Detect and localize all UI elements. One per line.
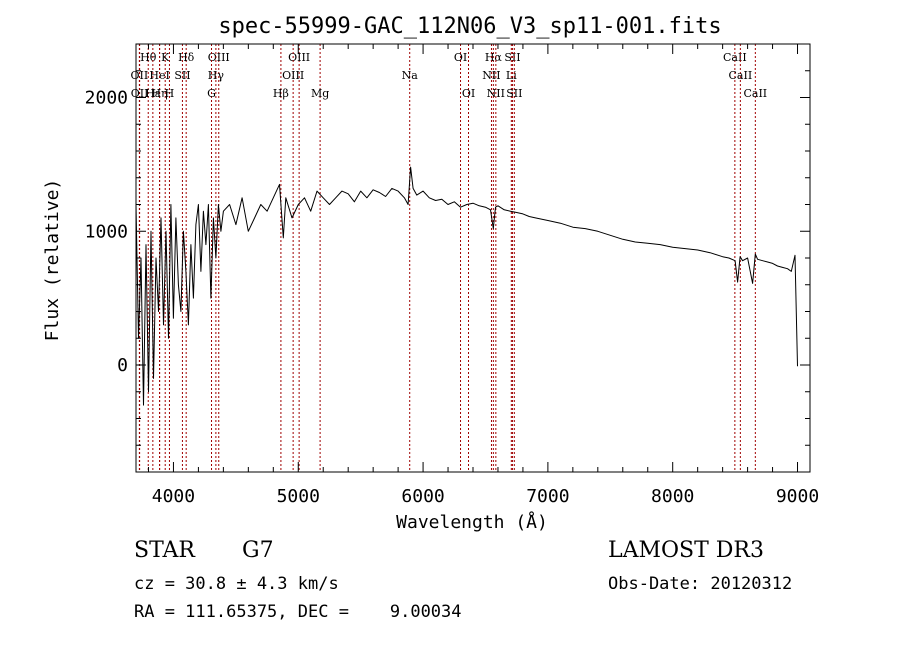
marker-label-20: Hη bbox=[151, 87, 167, 100]
y-axis: 0 1000 2000 bbox=[85, 43, 810, 446]
marker-label-15: NII bbox=[482, 69, 500, 82]
marker-label-12: Hγ bbox=[208, 69, 225, 82]
y-axis-label: Flux (relative) bbox=[42, 179, 63, 342]
marker-label-19: Hε bbox=[145, 87, 161, 100]
observation-date: Obs-Date: 20120312 bbox=[608, 574, 793, 594]
marker-label-4: OIII bbox=[288, 51, 310, 64]
marker-label-6: Hα bbox=[485, 51, 503, 64]
marker-label-25: OI bbox=[462, 87, 475, 100]
object-class: STAR bbox=[134, 538, 195, 563]
survey-name: LAMOST DR3 bbox=[608, 538, 764, 563]
marker-label-24: Mg bbox=[311, 87, 329, 100]
marker-label-28: CaII bbox=[743, 87, 767, 100]
spectrum-line bbox=[135, 166, 798, 406]
marker-label-14: Na bbox=[402, 69, 419, 82]
marker-label-13: OIII bbox=[282, 69, 304, 82]
x-axis: 4000 5000 6000 7000 8000 9000 bbox=[147, 44, 819, 507]
x-tick-label-2: 6000 bbox=[401, 486, 444, 507]
marker-label-18: OII bbox=[131, 87, 149, 100]
marker-label-3: OIII bbox=[208, 51, 230, 64]
y-tick-label-2: 2000 bbox=[85, 88, 128, 109]
x-tick-label-0: 4000 bbox=[152, 486, 195, 507]
marker-label-1: K bbox=[161, 51, 170, 64]
x-tick-label-4: 8000 bbox=[651, 486, 694, 507]
marker-label-11: SII bbox=[174, 69, 190, 82]
marker-label-23: Hβ bbox=[273, 87, 289, 100]
object-subclass: G7 bbox=[242, 538, 274, 563]
marker-label-27: SII bbox=[506, 87, 522, 100]
marker-label-7: SII bbox=[504, 51, 520, 64]
coordinates: RA = 111.65375, DEC = 9.00034 bbox=[134, 602, 462, 622]
marker-label-10: HeI bbox=[149, 69, 169, 82]
x-tick-label-3: 7000 bbox=[526, 486, 569, 507]
x-axis-label: Wavelength (Å) bbox=[396, 511, 548, 533]
plot-frame bbox=[135, 43, 811, 473]
marker-label-17: CaII bbox=[729, 69, 753, 82]
marker-label-5: OI bbox=[454, 51, 467, 64]
redshift-velocity: cz = 30.8 ± 4.3 km/s bbox=[134, 574, 339, 594]
marker-label-26: NII bbox=[487, 87, 505, 100]
marker-label-21: H bbox=[165, 87, 175, 100]
x-tick-label-5: 9000 bbox=[776, 486, 819, 507]
x-tick-label-1: 5000 bbox=[277, 486, 320, 507]
spectrum-series bbox=[135, 166, 798, 406]
y-tick-label-0: 0 bbox=[117, 355, 128, 376]
marker-label-9: OII bbox=[131, 69, 149, 82]
y-tick-label-1: 1000 bbox=[85, 221, 128, 242]
marker-label-16: Li bbox=[506, 69, 517, 82]
marker-label-22: G bbox=[207, 87, 216, 100]
marker-label-8: CaII bbox=[723, 51, 747, 64]
marker-label-2: Hδ bbox=[178, 51, 195, 64]
chart-title: spec-55999-GAC_112N06_V3_sp11-001.fits bbox=[218, 14, 721, 39]
marker-label-0: Hθ bbox=[140, 51, 157, 64]
